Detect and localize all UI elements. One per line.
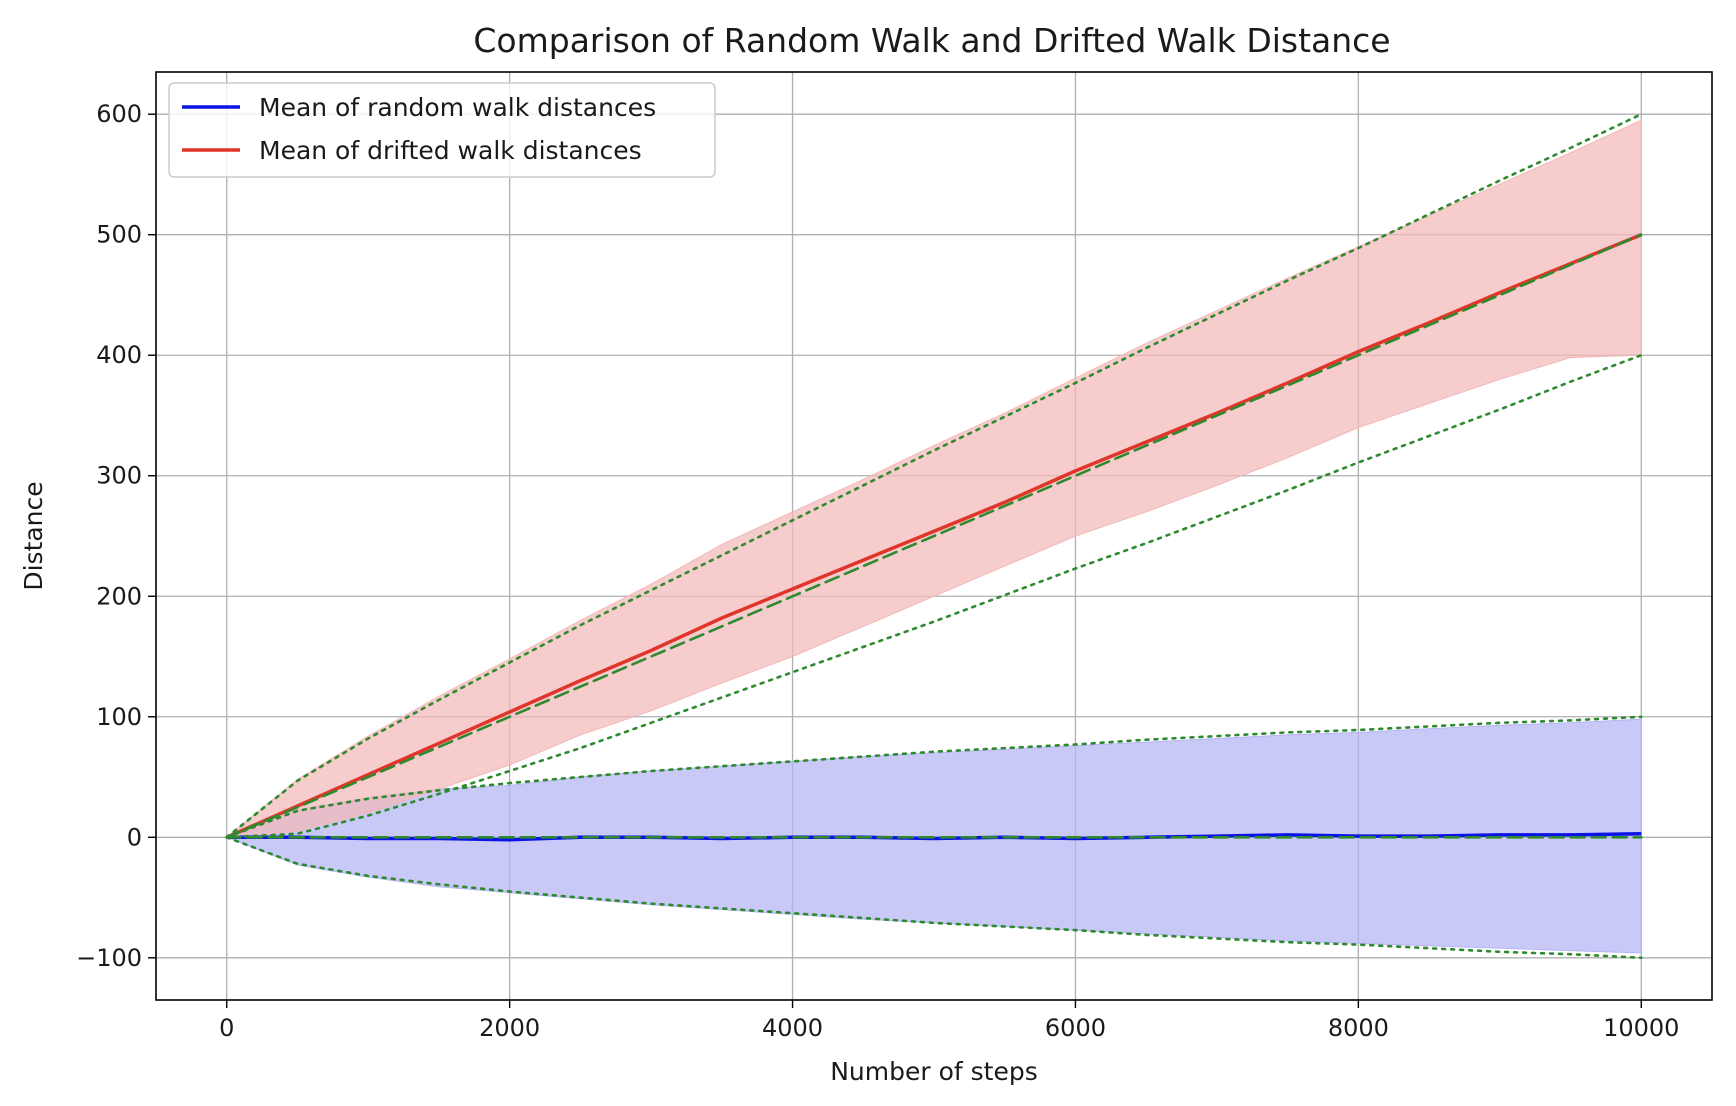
drifted-walk-mean-line: [225, 233, 1642, 839]
y-tick-label-4: 300: [96, 462, 142, 490]
chart-title: Comparison of Random Walk and Drifted Wa…: [473, 21, 1390, 60]
x-axis-label: Number of steps: [830, 1057, 1038, 1086]
bound-line-2: [225, 112, 1643, 839]
x-axis: 0 2000 4000 6000 8000 10000: [219, 1000, 1679, 1042]
x-tick-label-3: 6000: [1045, 1014, 1106, 1042]
y-tick-label-7: 600: [96, 100, 142, 128]
plot-frame: [155, 71, 1713, 1001]
legend-label-drifted: Mean of drifted walk distances: [259, 136, 642, 165]
expected-line-0: [225, 233, 1643, 839]
drifted-walk-band: [225, 119, 1642, 838]
y-axis: −100 0 100 200 300 400 500 600: [76, 100, 156, 972]
y-tick-label-3: 200: [96, 582, 142, 610]
lines: [225, 112, 1643, 960]
y-tick-label-6: 500: [96, 221, 142, 249]
y-tick-label-0: −100: [76, 944, 142, 972]
legend-box: [168, 82, 716, 178]
x-tick-label-1: 2000: [479, 1014, 540, 1042]
y-axis-label: Distance: [19, 481, 48, 590]
bound-line-4: [225, 715, 1643, 839]
x-tick-label-0: 0: [219, 1014, 234, 1042]
legend-label-random: Mean of random walk distances: [259, 93, 656, 122]
y-tick-label-2: 100: [96, 703, 142, 731]
y-tick-label-1: 0: [127, 823, 142, 851]
x-tick-label-5: 10000: [1603, 1014, 1679, 1042]
x-tick-label-2: 4000: [762, 1014, 823, 1042]
legend: Mean of random walk distances Mean of dr…: [168, 82, 716, 178]
bound-line-3: [225, 353, 1643, 839]
y-tick-label-5: 400: [96, 341, 142, 369]
x-tick-label-4: 8000: [1328, 1014, 1389, 1042]
bound-line-5: [225, 835, 1643, 960]
